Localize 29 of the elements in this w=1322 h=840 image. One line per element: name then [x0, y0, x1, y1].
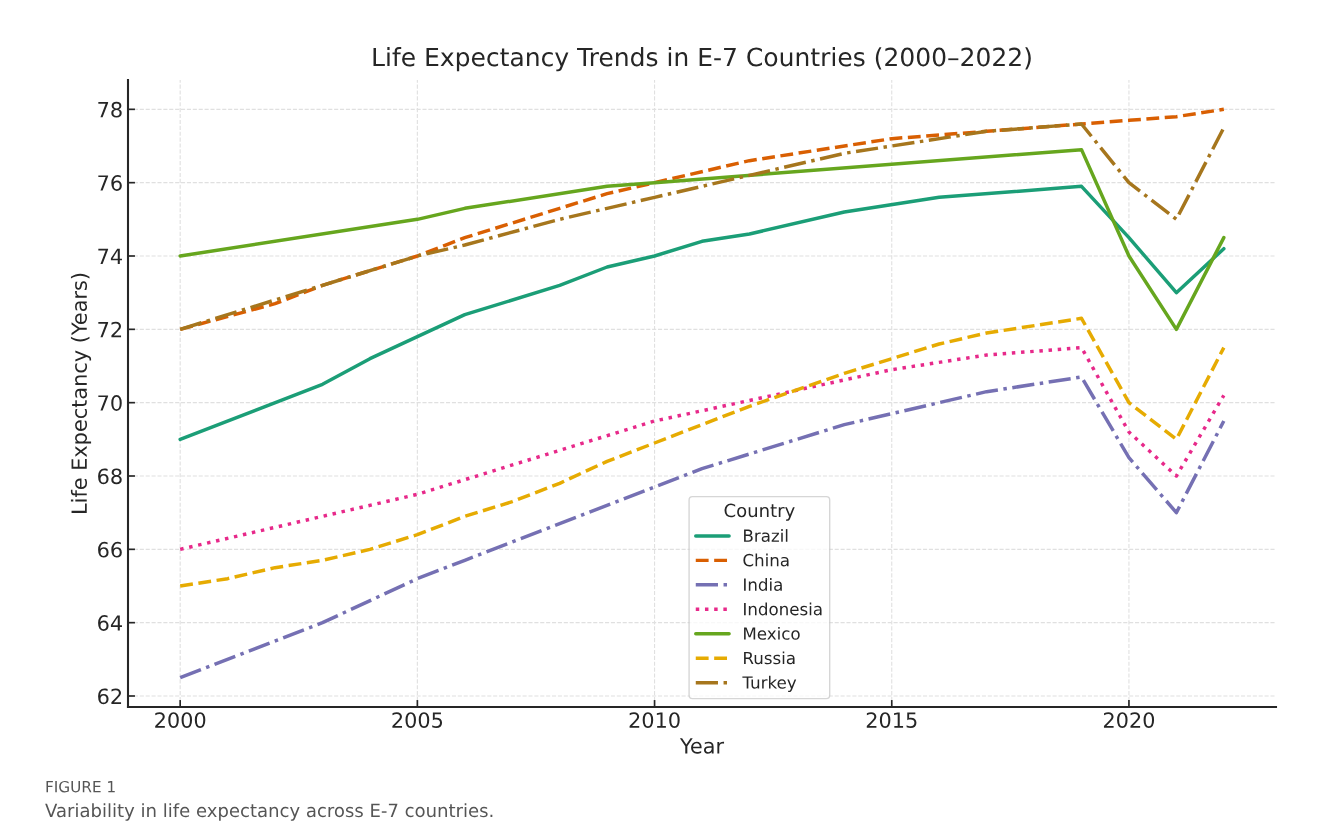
x-tick-label: 2005: [392, 712, 443, 728]
y-tick-label: 62: [98, 688, 122, 705]
line-series: [178, 345, 1226, 552]
x-tick-label: 2010: [629, 712, 680, 728]
y-tick-label: 66: [98, 541, 122, 558]
y-tick-label: 64: [98, 615, 122, 631]
line-series: [178, 184, 1226, 442]
y-tick-label: 70: [98, 395, 122, 411]
y-tick-label: 78: [98, 101, 122, 118]
text: Variability in life expectancy across E-7 countries.: [45, 803, 493, 821]
x-axis-title: Year: [679, 738, 725, 754]
x-tick-label: 2020: [1103, 712, 1155, 728]
y-tick-label: 68: [98, 468, 122, 485]
legend-label: China: [743, 553, 789, 567]
legend-label: Russia: [744, 651, 795, 665]
legend-label: Mexico: [744, 626, 800, 640]
y-tick-label: 76: [98, 175, 122, 191]
legend-label: Indonesia: [744, 602, 822, 616]
legend-label: Turkey: [742, 675, 797, 692]
y-tick-label: 74: [98, 248, 122, 264]
x-tick-label: 2000: [155, 712, 206, 728]
caption: FIGURE 1: [46, 780, 115, 793]
legend-label: Brazil: [744, 529, 788, 542]
x-tick-label: 2015: [866, 712, 917, 728]
y-axis-title: Life Expectancy (Years): [70, 273, 92, 513]
chart-title: Life Expectancy Trends in E-7 Countries (2000–2022): [373, 47, 1031, 72]
legend-title: Country: [724, 503, 795, 521]
y-tick-label: 72: [98, 321, 122, 338]
legend-label: India: [744, 578, 782, 591]
